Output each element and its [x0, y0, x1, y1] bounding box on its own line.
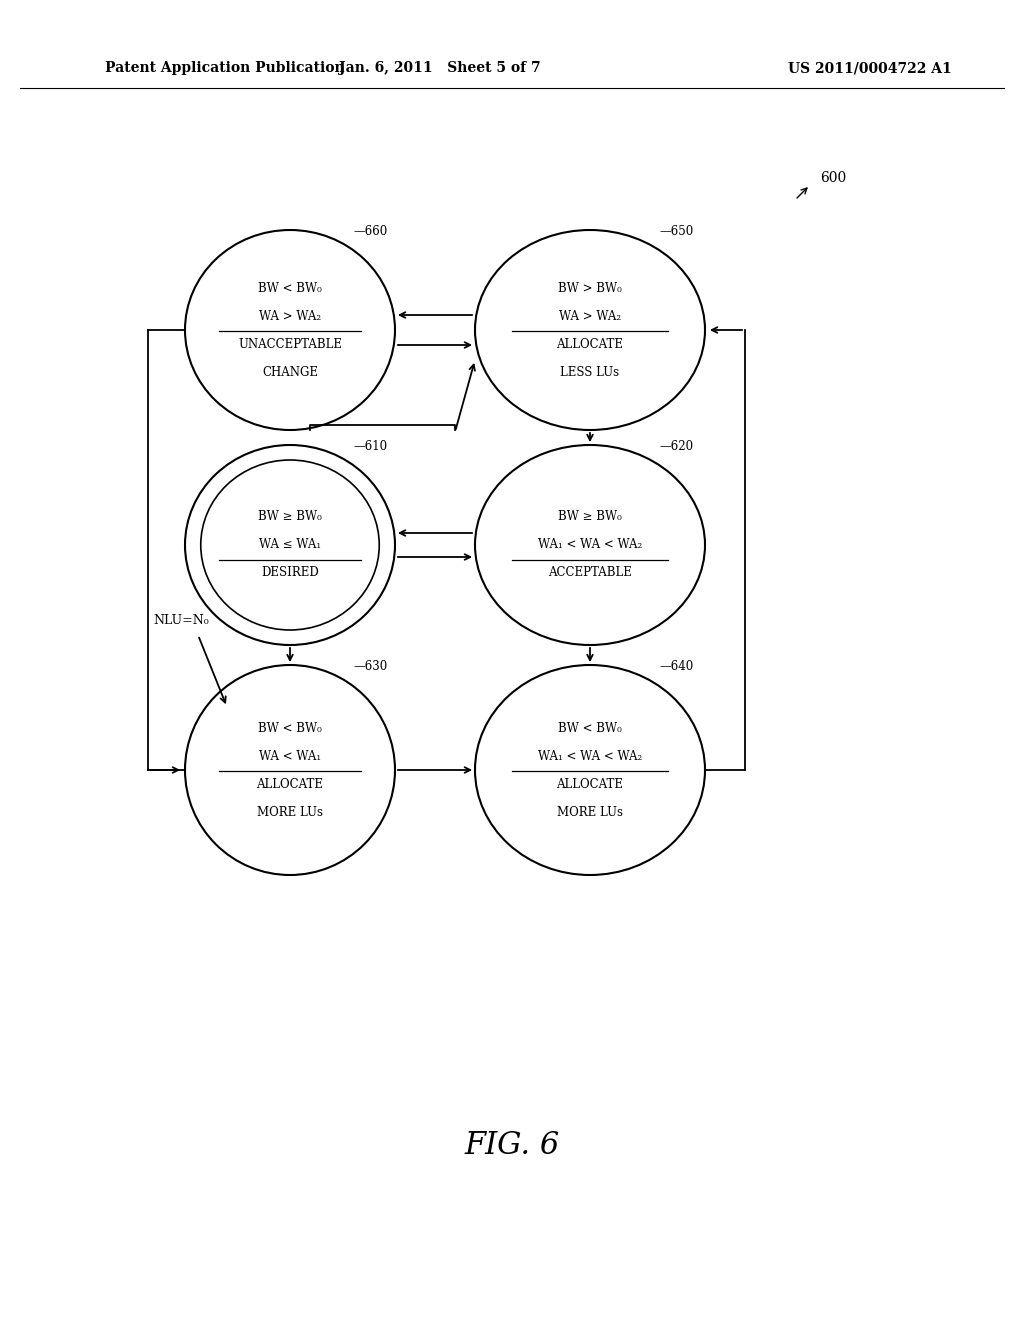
Text: ACCEPTABLE: ACCEPTABLE — [548, 566, 632, 579]
Text: —650: —650 — [659, 224, 693, 238]
Text: BW < BW₀: BW < BW₀ — [558, 722, 622, 734]
Text: BW < BW₀: BW < BW₀ — [258, 281, 322, 294]
Text: Patent Application Publication: Patent Application Publication — [105, 61, 345, 75]
Text: US 2011/0004722 A1: US 2011/0004722 A1 — [788, 61, 952, 75]
Text: ALLOCATE: ALLOCATE — [556, 777, 624, 791]
Text: WA ≤ WA₁: WA ≤ WA₁ — [259, 539, 322, 552]
Text: NLU=N₀: NLU=N₀ — [153, 614, 209, 627]
Text: DESIRED: DESIRED — [261, 566, 318, 579]
Text: BW ≥ BW₀: BW ≥ BW₀ — [558, 511, 622, 524]
Text: WA₁ < WA < WA₂: WA₁ < WA < WA₂ — [538, 539, 642, 552]
Text: WA > WA₂: WA > WA₂ — [259, 309, 322, 322]
Text: BW > BW₀: BW > BW₀ — [558, 281, 622, 294]
Text: BW < BW₀: BW < BW₀ — [258, 722, 322, 734]
Text: MORE LUs: MORE LUs — [557, 805, 623, 818]
Text: UNACCEPTABLE: UNACCEPTABLE — [238, 338, 342, 351]
Text: —640: —640 — [659, 660, 693, 673]
Text: ALLOCATE: ALLOCATE — [556, 338, 624, 351]
Text: LESS LUs: LESS LUs — [560, 366, 620, 379]
Text: WA₁ < WA < WA₂: WA₁ < WA < WA₂ — [538, 750, 642, 763]
Text: —660: —660 — [353, 224, 387, 238]
Text: MORE LUs: MORE LUs — [257, 805, 323, 818]
Text: WA < WA₁: WA < WA₁ — [259, 750, 322, 763]
Text: —620: —620 — [659, 440, 693, 453]
Text: FIG. 6: FIG. 6 — [464, 1130, 560, 1160]
Text: BW ≥ BW₀: BW ≥ BW₀ — [258, 511, 322, 524]
Text: Jan. 6, 2011   Sheet 5 of 7: Jan. 6, 2011 Sheet 5 of 7 — [339, 61, 541, 75]
Text: 600: 600 — [820, 172, 846, 185]
Text: —610: —610 — [353, 440, 387, 453]
Text: WA > WA₂: WA > WA₂ — [559, 309, 622, 322]
Text: —630: —630 — [353, 660, 387, 673]
Text: CHANGE: CHANGE — [262, 366, 318, 379]
Text: ALLOCATE: ALLOCATE — [256, 777, 324, 791]
